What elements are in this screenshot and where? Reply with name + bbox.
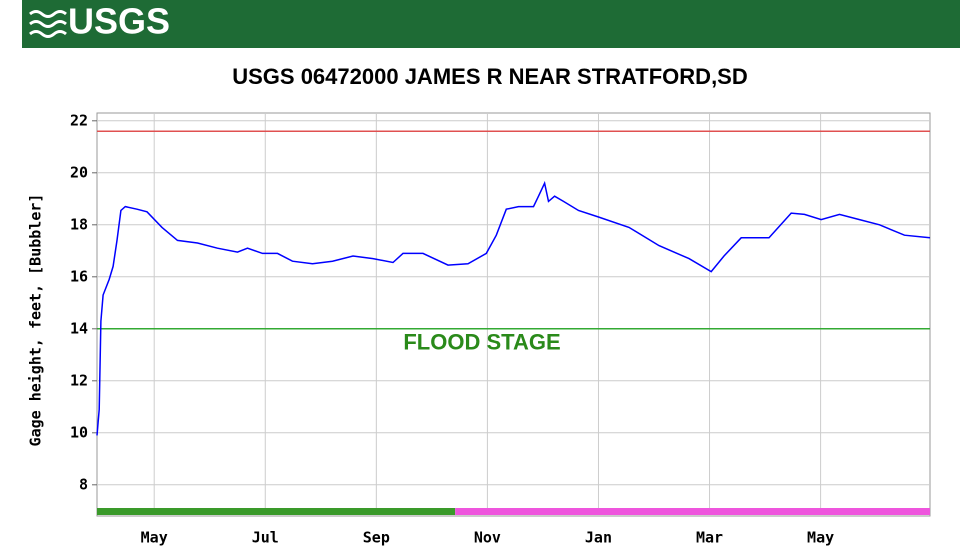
y-tick-label: 10 <box>70 423 88 441</box>
x-tick-label: Sep <box>363 529 390 547</box>
logo-icon <box>29 10 67 38</box>
logo-text: USGS <box>68 1 170 42</box>
reference-label: FLOOD STAGE <box>403 330 560 355</box>
y-tick-label: 18 <box>70 215 88 233</box>
status-bar <box>97 508 456 515</box>
status-bar <box>455 508 930 515</box>
x-tick-label: Jul <box>252 529 279 547</box>
x-tick-label: May <box>807 529 834 547</box>
y-tick-label: 20 <box>70 163 88 181</box>
header-bar <box>22 0 960 48</box>
chart-title: USGS 06472000 JAMES R NEAR STRATFORD,SD <box>232 64 748 89</box>
y-tick-label: 12 <box>70 371 88 389</box>
y-axis-label: Gage height, feet, [Bubbler] <box>27 194 45 447</box>
y-tick-label: 22 <box>70 111 88 129</box>
y-tick-label: 14 <box>70 319 88 337</box>
x-tick-label: May <box>141 529 168 547</box>
x-tick-label: Mar <box>696 529 723 547</box>
y-tick-label: 16 <box>70 267 88 285</box>
x-tick-label: Nov <box>474 529 501 547</box>
gage-line <box>96 180 931 436</box>
plot-area <box>96 112 931 517</box>
y-tick-label: 8 <box>79 475 88 493</box>
x-tick-label: Jan <box>585 529 612 547</box>
